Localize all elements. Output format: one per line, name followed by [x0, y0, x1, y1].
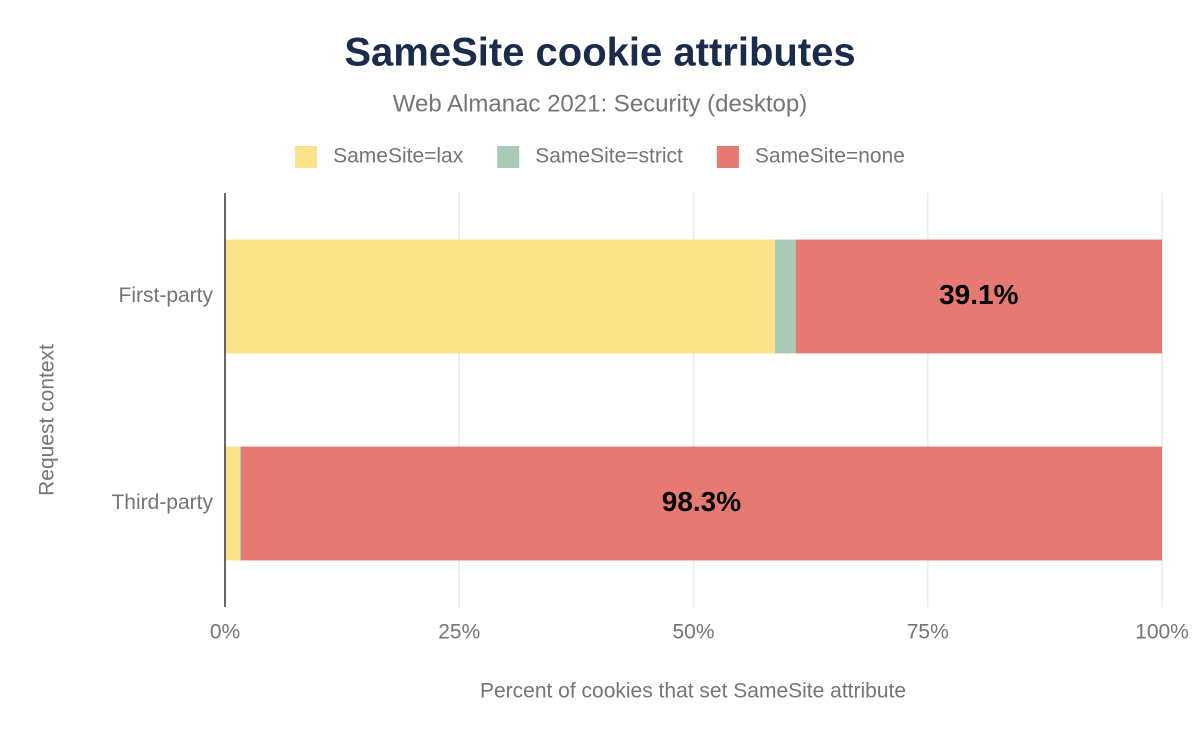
- bar-segment: [225, 239, 776, 354]
- x-tick-label: 0%: [210, 621, 240, 644]
- chart-title: SameSite cookie attributes: [344, 31, 855, 75]
- y-tick-label: Third-party: [111, 491, 213, 514]
- x-tick-label: 50%: [672, 621, 714, 644]
- bar-segment: [239, 446, 241, 561]
- y-tick-label: First-party: [119, 284, 214, 307]
- chart-subtitle: Web Almanac 2021: Security (desktop): [393, 90, 807, 117]
- legend: SameSite=lax SameSite=strict SameSite=none: [295, 145, 905, 168]
- bar-segment: [240, 446, 1162, 561]
- data-label: 98.3%: [662, 486, 741, 517]
- legend-swatch: [497, 146, 520, 168]
- legend-swatch: [295, 146, 318, 168]
- x-tick-label: 100%: [1135, 621, 1189, 644]
- bar-segment: [795, 239, 1162, 354]
- bar-segment: [775, 239, 796, 354]
- legend-label: SameSite=none: [755, 145, 905, 168]
- legend-label: SameSite=strict: [535, 145, 683, 168]
- y-axis-label: Request context: [36, 344, 59, 496]
- legend-swatch: [716, 146, 739, 168]
- x-axis-label: Percent of cookies that set SameSite att…: [480, 680, 906, 703]
- x-tick-label: 25%: [438, 621, 480, 644]
- data-label: 39.1%: [939, 279, 1018, 310]
- legend-label: SameSite=lax: [333, 145, 464, 168]
- x-tick-label: 75%: [907, 621, 949, 644]
- bar-segment: [225, 446, 240, 561]
